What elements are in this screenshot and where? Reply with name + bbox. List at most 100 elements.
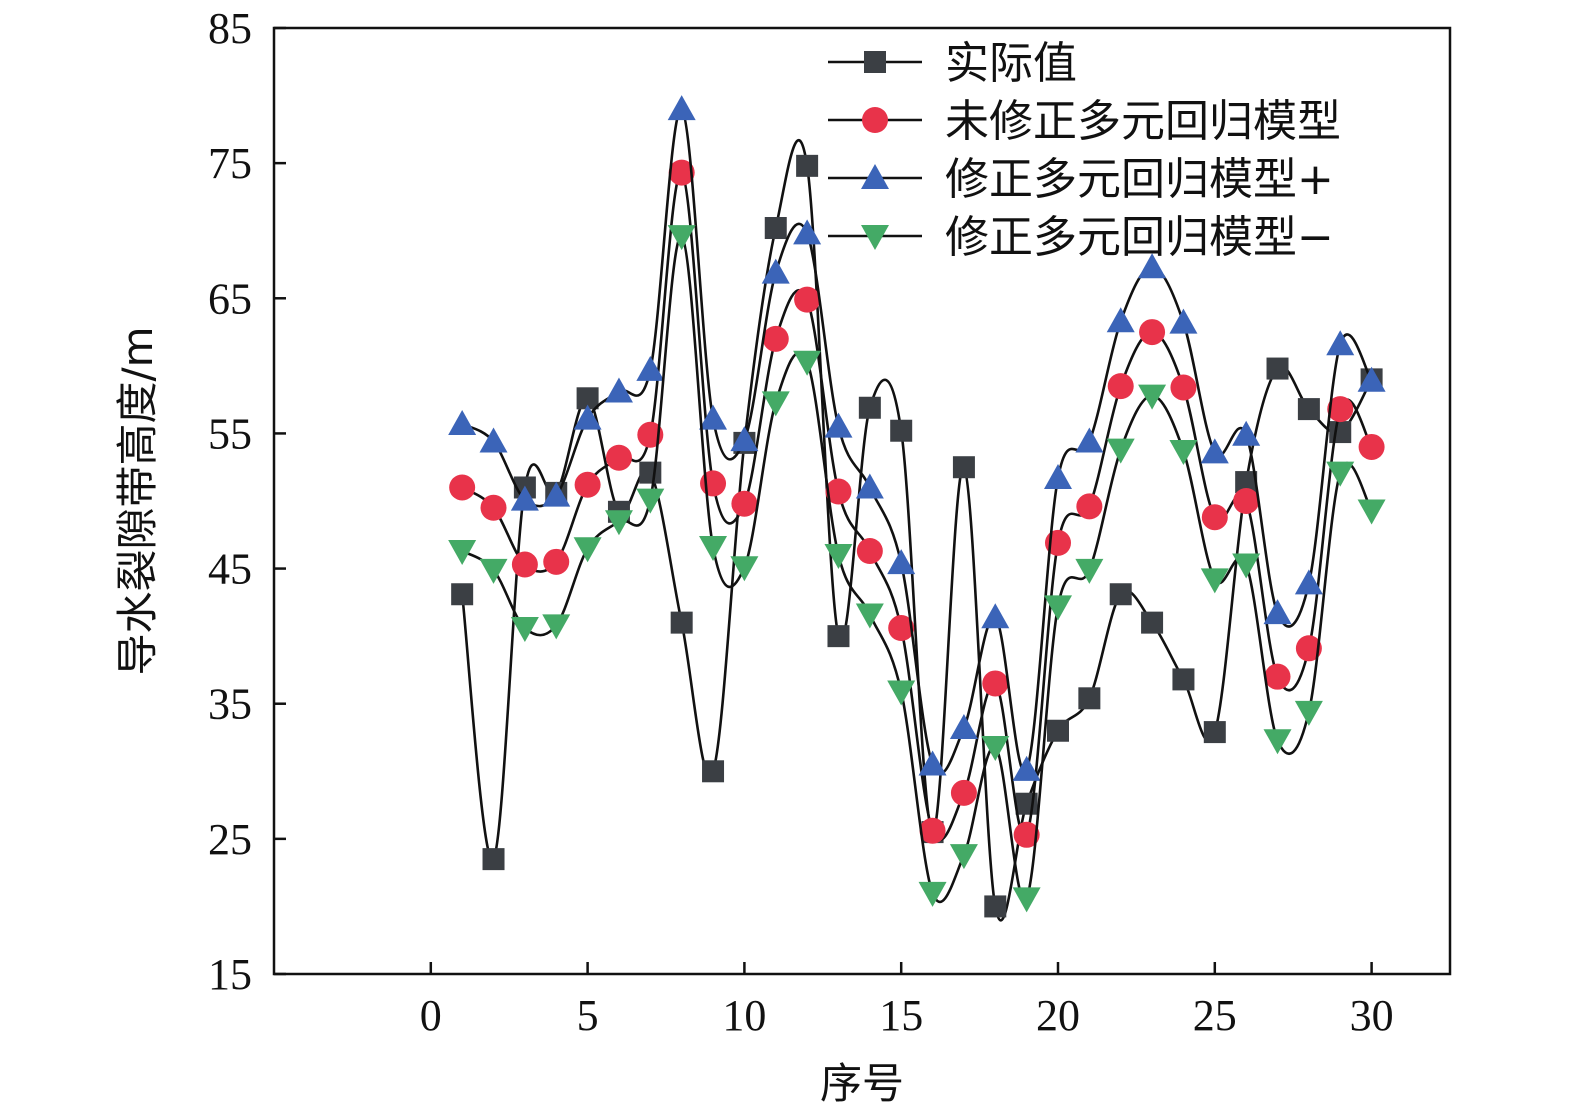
x-tick-label: 5 [577,991,599,1040]
data-point [573,537,602,563]
data-point [950,779,977,806]
data-point [636,355,665,381]
data-point [855,473,884,499]
data-point [1233,488,1260,514]
data-point [730,426,759,452]
legend-item: 实际值 [828,38,1077,89]
data-point [824,412,853,438]
data-point [604,510,633,536]
y-axis: 15 25 35 45 55 65 75 85 [208,4,286,999]
data-point [982,670,1009,697]
data-point [1266,357,1289,380]
data-point [1141,611,1164,634]
data-point [1327,396,1354,423]
series-4 [448,225,1386,913]
data-point [887,680,916,706]
y-tick-label: 25 [208,815,252,864]
data-point [670,611,693,634]
data-point [855,603,884,629]
data-point [479,558,508,584]
data-point [510,617,539,643]
data-point [604,377,633,403]
data-point [636,488,665,514]
x-axis: 0 5 10 15 20 25 30 [420,962,1394,1040]
data-point [761,258,790,284]
y-tick-label: 65 [208,274,252,323]
data-point [919,817,946,844]
data-point [1012,755,1041,781]
x-tick-label: 20 [1036,991,1080,1040]
data-point [887,549,916,575]
data-point [888,615,915,642]
data-point [731,490,758,517]
data-point [1294,569,1323,595]
legend-label: 修正多元回归模型+ [945,154,1334,205]
data-point [1329,421,1352,444]
data-point [1232,553,1261,579]
data-point [668,159,695,186]
legend-item: 未修正多元回归模型 [828,96,1341,147]
data-point [1138,384,1167,410]
data-point [1139,319,1166,346]
data-point [542,614,571,640]
x-tick-label: 25 [1193,991,1237,1040]
legend-marker [864,51,886,73]
x-axis-title: 序号 [820,1059,904,1108]
y-tick-label: 15 [208,950,252,999]
data-point [1200,438,1229,464]
x-tick-label: 30 [1350,991,1394,1040]
data-point [480,494,507,521]
data-point [699,535,728,561]
legend-label: 实际值 [945,38,1077,89]
data-point [451,583,474,606]
data-point [949,844,978,870]
data-point [827,625,850,648]
data-point [1107,373,1134,400]
data-point [1075,427,1104,453]
data-point [1044,464,1072,490]
series-3 [448,95,1386,781]
x-tick-label: 0 [420,991,442,1040]
data-point [1263,729,1292,755]
y-tick-label: 75 [208,139,252,188]
data-point [1012,887,1041,913]
data-point [482,848,505,871]
y-tick-label: 35 [208,680,252,729]
data-point [1232,420,1261,446]
data-point [1326,461,1355,487]
data-point [1294,700,1323,726]
data-point [448,540,477,566]
data-point [479,427,508,453]
data-point [1047,719,1069,742]
series-2 [449,159,1385,848]
data-point [793,350,822,376]
data-point [825,478,852,505]
y-axis-title: 导水裂隙带高度/m [113,326,162,675]
data-point [448,409,477,435]
y-tick-label: 85 [208,4,252,53]
data-point [1295,635,1322,662]
data-point [543,548,570,575]
data-point [699,404,728,430]
legend-marker [861,164,889,189]
data-point [1235,471,1258,494]
data-point [1170,374,1197,401]
data-point [1357,366,1386,392]
series-1 [451,138,1383,922]
data-point [574,471,601,498]
data-point [639,461,662,484]
data-point [1263,599,1292,625]
data-point [1297,398,1320,421]
data-point [510,485,539,511]
data-point [730,556,759,582]
plot-frame [272,26,1452,976]
data-point [1013,821,1040,848]
legend-marker [861,225,889,250]
data-point [1044,595,1072,621]
data-point [761,391,790,417]
data-point [1200,568,1229,594]
data-point [605,444,632,471]
data-point [1264,663,1291,690]
